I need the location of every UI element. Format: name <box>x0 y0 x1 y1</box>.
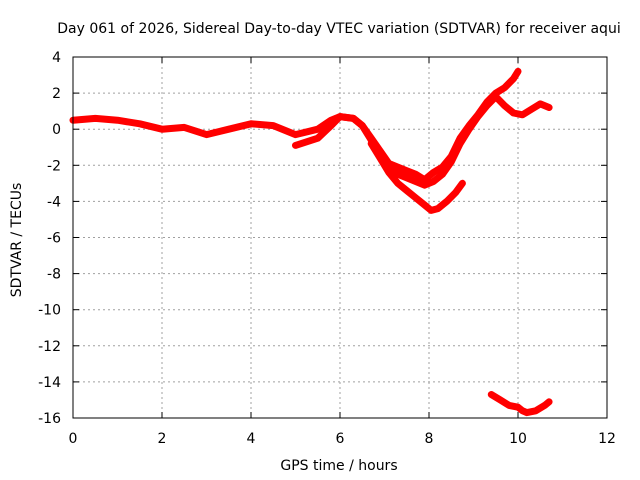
x-tick-label: 10 <box>509 431 527 447</box>
x-tick-label: 0 <box>69 431 78 447</box>
x-tick-labels: 0 2 4 6 8 10 12 <box>69 431 616 447</box>
tick-marks <box>72 56 608 419</box>
x-tick-label: 8 <box>425 431 434 447</box>
y-tick-label: -8 <box>47 267 61 283</box>
y-tick-label: -14 <box>38 375 61 391</box>
series-band-b <box>292 93 553 189</box>
y-tick-label: 4 <box>52 50 61 66</box>
y-tick-label: -2 <box>47 158 61 174</box>
y-tick-label: 2 <box>52 86 61 102</box>
x-tick-label: 12 <box>598 431 616 447</box>
y-tick-label: -10 <box>38 303 61 319</box>
chart-title: Day 061 of 2026, Sidereal Day-to-day VTE… <box>57 21 620 37</box>
x-axis-label: GPS time / hours <box>280 458 397 474</box>
series-band-low <box>487 391 553 417</box>
y-tick-label: -4 <box>47 194 61 210</box>
y-tick-label: -6 <box>47 231 61 247</box>
y-tick-label: 0 <box>52 122 61 138</box>
x-tick-label: 4 <box>247 431 256 447</box>
y-tick-label: -16 <box>38 411 61 427</box>
series-layer <box>69 67 553 417</box>
series-band-c <box>367 140 466 214</box>
y-axis-label: SDTVAR / TECUs <box>9 183 25 298</box>
y-tick-labels: 4 2 0 -2 -4 -6 -8 -10 -12 -14 -16 <box>38 50 61 427</box>
y-tick-label: -12 <box>38 339 61 355</box>
x-tick-label: 6 <box>336 431 345 447</box>
x-tick-label: 2 <box>158 431 167 447</box>
